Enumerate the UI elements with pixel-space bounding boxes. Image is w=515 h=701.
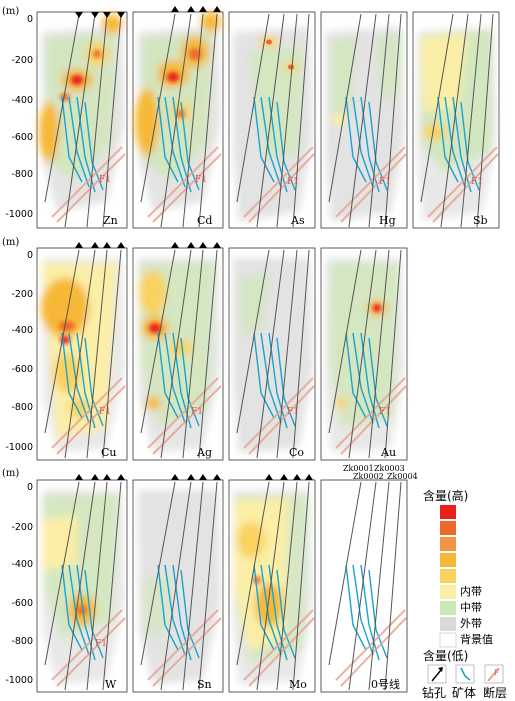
element-label-au: Au <box>380 446 396 459</box>
legend-title-low: 含量(低) <box>423 648 468 663</box>
element-label-as: As <box>290 214 305 227</box>
panel-hg: F1 Hg <box>320 11 408 229</box>
panel-section-0: 0号线 <box>320 479 408 693</box>
element-label-w: W <box>105 678 117 691</box>
depth-axis-row-3: (m) 0 -200 -400 -600 -800 -1000 <box>2 468 33 686</box>
panel-zn: F1 Zn <box>36 11 128 229</box>
borehole-label: Zk0003 <box>374 464 405 473</box>
fault-label: F1 <box>95 639 107 649</box>
fault-label: F1 <box>195 175 207 185</box>
panel-au: F1 Au <box>320 247 408 461</box>
depth-tick: -800 <box>11 169 33 180</box>
depth-tick: 0 <box>27 482 33 493</box>
depth-tick: 0 <box>27 250 33 261</box>
fault-label: F1 <box>287 407 299 417</box>
legend-ore-label: 矿体 <box>452 686 476 700</box>
element-label-cd: Cd <box>197 214 212 227</box>
borehole-label: Zk0001 <box>343 464 374 473</box>
legend-swatch-inner <box>440 585 456 599</box>
legend-zone-inner: 内带 <box>460 584 482 598</box>
fault-icon: F <box>487 667 500 682</box>
drill-icon <box>431 667 443 682</box>
depth-tick: -600 <box>11 132 33 143</box>
legend-drill-label: 钻孔 <box>422 685 446 700</box>
element-label-mo: Mo <box>289 678 307 691</box>
legend-swatch-middle <box>440 601 456 615</box>
depth-unit-label: (m) <box>2 237 19 248</box>
legend-swatch-1 <box>440 521 456 535</box>
fault-label: F1 <box>379 407 391 417</box>
legend: 含量(高) 内带 中带 外带 背景值 含量(低) F 钻孔 矿体 断层 <box>422 488 507 700</box>
borehole-labels: Zk0001 Zk0003 Zk0002 Zk0004 <box>343 464 418 481</box>
fault-label: F1 <box>99 407 111 417</box>
depth-tick: -200 <box>11 289 33 300</box>
element-label-cu: Cu <box>101 446 117 459</box>
element-label-co: Co <box>289 446 304 459</box>
depth-tick: -800 <box>11 636 33 647</box>
ore-symbol-box <box>455 664 475 684</box>
depth-tick: -1000 <box>5 209 33 220</box>
depth-tick: -600 <box>11 598 33 609</box>
legend-swatch-4 <box>440 569 456 583</box>
panel-cd: F1 Cd <box>132 6 224 229</box>
depth-tick: -200 <box>11 55 33 66</box>
panel-ag: F1 Ag <box>132 242 224 461</box>
fault-label: F1 <box>471 177 483 187</box>
panel-co: F1 Co <box>228 247 316 461</box>
fault-label: F1 <box>99 175 111 185</box>
depth-tick: -1000 <box>5 442 33 453</box>
legend-swatch-outer <box>440 617 456 631</box>
element-label-sb: Sb <box>473 214 488 227</box>
depth-tick: -400 <box>11 325 33 336</box>
depth-tick: -400 <box>11 95 33 106</box>
ore-body-icon <box>460 667 471 681</box>
depth-tick: -800 <box>11 402 33 413</box>
borehole-label: Zk0004 <box>387 472 418 481</box>
borehole-label: Zk0002 <box>353 472 384 481</box>
depth-tick: 0 <box>27 14 33 25</box>
depth-unit-label: (m) <box>2 6 19 17</box>
fault-label: F1 <box>287 177 299 187</box>
svg-text:F: F <box>494 669 499 677</box>
legend-swatch-background <box>439 632 457 648</box>
depth-unit-label: (m) <box>2 468 19 479</box>
element-label-zn: Zn <box>103 214 118 227</box>
depth-tick: -1000 <box>5 675 33 686</box>
legend-background: 背景值 <box>460 632 493 646</box>
panel-mo: Mo <box>228 474 316 693</box>
element-label-ag: Ag <box>196 446 212 459</box>
fault-label: F1 <box>191 407 203 417</box>
panel-sb: F1 Sb <box>412 11 500 229</box>
legend-zone-middle: 中带 <box>460 601 482 614</box>
panel-w: F1 W <box>36 474 128 693</box>
fault-label: F1 <box>379 177 391 187</box>
legend-swatch-3 <box>440 553 456 567</box>
legend-fault-label: 断层 <box>483 685 507 700</box>
depth-tick: -400 <box>11 559 33 570</box>
legend-title-high: 含量(高) <box>423 488 468 503</box>
depth-axis-row-1: (m) 0 -200 -400 -600 -800 -1000 <box>2 6 33 220</box>
section-label: 0号线 <box>371 677 400 691</box>
depth-axis-row-2: (m) 0 -200 -400 -600 -800 -1000 <box>2 237 33 453</box>
panel-cu: F1 Cu <box>36 242 128 461</box>
depth-tick: -600 <box>11 364 33 375</box>
depth-tick: -200 <box>11 522 33 533</box>
element-label-hg: Hg <box>379 214 396 227</box>
legend-swatch-0 <box>440 505 456 519</box>
element-label-sn: Sn <box>197 678 212 691</box>
panel-as: F1 As <box>228 11 316 229</box>
legend-zone-outer: 外带 <box>460 617 482 630</box>
legend-swatch-2 <box>440 537 456 551</box>
panel-sn: Sn <box>132 474 224 693</box>
